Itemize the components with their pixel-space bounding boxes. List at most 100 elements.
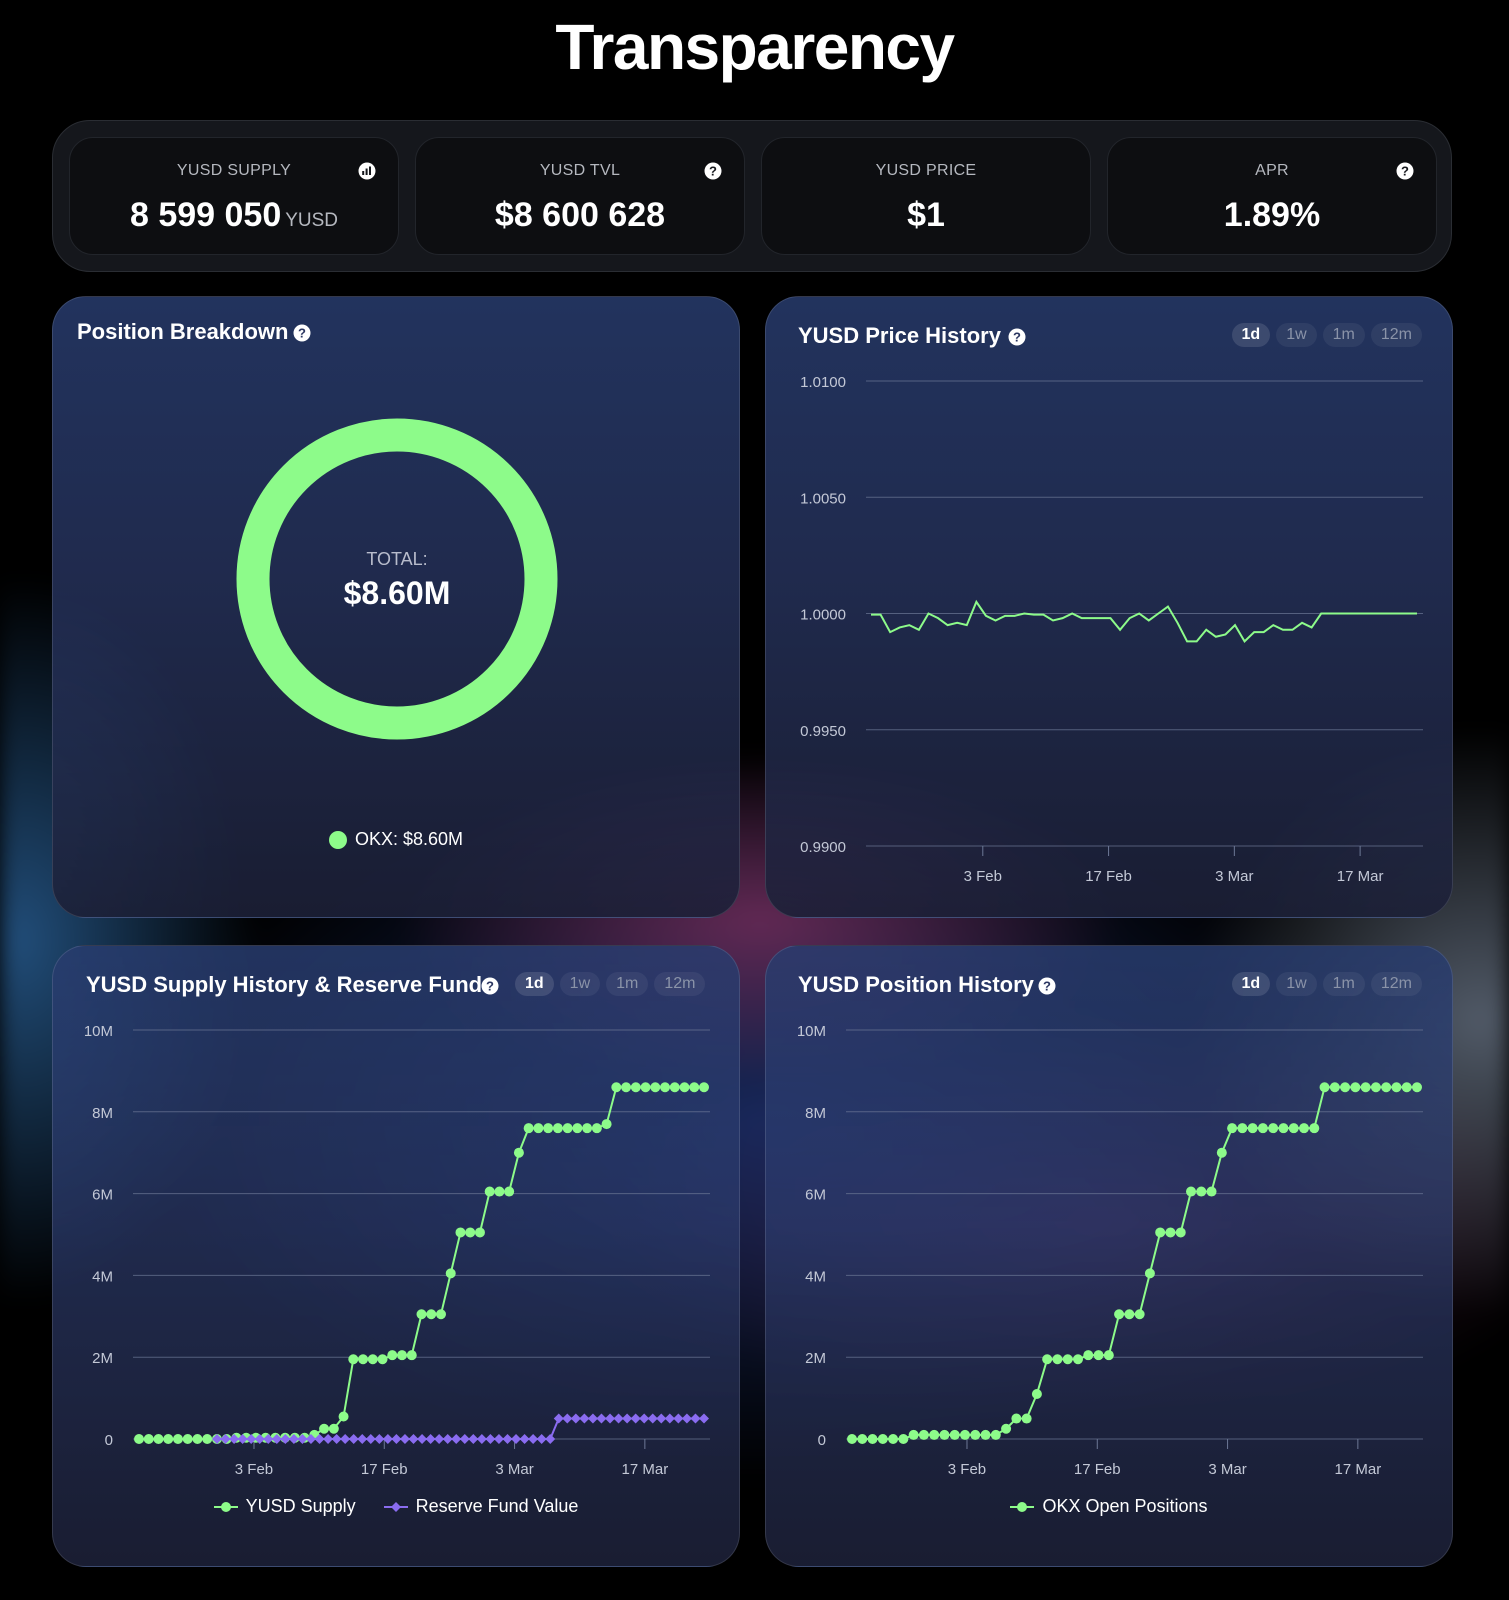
data-point [562, 1413, 573, 1424]
data-point [1257, 1123, 1268, 1134]
data-point [1001, 1423, 1012, 1434]
range-1d[interactable]: 1d [1231, 972, 1271, 996]
help-icon[interactable]: ? [1008, 328, 1026, 346]
supply-history-panel: YUSD Supply History & Reserve Fund ? 1d … [52, 945, 740, 1567]
range-1w[interactable]: 1w [1276, 323, 1317, 347]
data-point [143, 1434, 154, 1444]
range-1m[interactable]: 1m [606, 972, 649, 996]
range-1m[interactable]: 1m [1322, 972, 1365, 996]
data-point [365, 1434, 376, 1444]
data-point [485, 1434, 496, 1444]
legend-item-okx-positions[interactable]: OKX Open Positions [1010, 1496, 1208, 1517]
data-point [442, 1434, 453, 1444]
data-point [451, 1434, 462, 1444]
help-icon[interactable]: ? [1396, 162, 1414, 180]
data-point [1288, 1123, 1299, 1134]
help-icon[interactable]: ? [481, 977, 499, 995]
data-point [1186, 1186, 1196, 1197]
range-1m[interactable]: 1m [1322, 323, 1365, 347]
chart-icon[interactable] [358, 162, 376, 180]
range-12m[interactable]: 12m [1370, 323, 1422, 347]
data-point [591, 1123, 602, 1134]
data-point [314, 1434, 325, 1444]
help-icon[interactable]: ? [1038, 977, 1056, 995]
panel-title: YUSD Position History [798, 972, 1034, 997]
panel-title: YUSD Supply History & Reserve Fund [86, 972, 483, 997]
data-point [263, 1434, 274, 1444]
data-point [664, 1413, 675, 1424]
data-point [494, 1186, 505, 1197]
data-point [1155, 1227, 1166, 1238]
data-point [163, 1434, 174, 1444]
data-point [605, 1413, 616, 1424]
data-point [630, 1082, 641, 1093]
data-point [1021, 1413, 1032, 1424]
data-point [455, 1227, 466, 1238]
stat-label: YUSD PRICE [875, 162, 977, 179]
donut-slice-okx[interactable] [236, 418, 558, 740]
data-point [630, 1413, 641, 1424]
data-point [681, 1413, 692, 1424]
data-point [1360, 1082, 1371, 1093]
data-point [502, 1434, 513, 1444]
range-selector: 1d 1w 1m 12m [515, 972, 706, 996]
data-point [929, 1429, 940, 1440]
data-point [867, 1434, 878, 1444]
range-12m[interactable]: 12m [654, 972, 706, 996]
range-1d[interactable]: 1d [515, 972, 554, 996]
svg-text:?: ? [486, 979, 494, 994]
svg-text:?: ? [298, 326, 306, 341]
data-point [374, 1434, 385, 1444]
data-point [908, 1429, 919, 1440]
price-chart: 1.0100 1.0050 1.0000 0.9950 0.9900 3 Feb 17 Fe… [800, 374, 1423, 885]
range-1d[interactable]: 1d [1231, 323, 1271, 347]
data-point [918, 1429, 929, 1440]
data-point [426, 1309, 437, 1320]
data-point [673, 1413, 684, 1424]
data-point [338, 1411, 349, 1422]
y-tick-label: 1.0000 [800, 607, 846, 624]
data-point [1216, 1147, 1227, 1158]
data-point [391, 1434, 402, 1444]
legend-item-reserve[interactable]: Reserve Fund Value [383, 1496, 578, 1517]
x-tick-label: 17 Feb [1085, 868, 1132, 885]
data-point [888, 1434, 899, 1444]
data-point [970, 1429, 981, 1440]
data-point [622, 1413, 633, 1424]
range-1w[interactable]: 1w [559, 972, 601, 996]
data-point [202, 1434, 213, 1444]
range-12m[interactable]: 12m [1370, 972, 1422, 996]
y-tick-label: 0.9900 [800, 839, 846, 856]
range-selector: 1d 1w 1m 12m [1231, 972, 1422, 996]
data-point [192, 1434, 203, 1444]
data-point [445, 1268, 456, 1279]
data-point [1103, 1350, 1114, 1361]
data-point [382, 1434, 393, 1444]
stat-card-tvl: YUSD TVL $8 600 628 ? [415, 137, 745, 255]
data-point [960, 1429, 970, 1440]
data-point [340, 1434, 351, 1444]
data-point [1206, 1186, 1217, 1197]
range-1w[interactable]: 1w [1276, 972, 1317, 996]
data-point [1268, 1123, 1279, 1134]
data-point [328, 1423, 339, 1434]
data-point [519, 1434, 530, 1444]
legend-item-supply[interactable]: YUSD Supply [213, 1496, 356, 1517]
stat-label: APR [1255, 162, 1289, 179]
series-line [139, 1086, 704, 1440]
series-line [871, 599, 1417, 644]
data-point [417, 1434, 428, 1444]
y-tick-label: 8M [805, 1105, 826, 1122]
help-icon[interactable]: ? [704, 162, 722, 180]
help-icon[interactable]: ? [293, 324, 311, 342]
y-tick-label: 0 [105, 1432, 113, 1449]
x-tick-label: 3 Feb [235, 1461, 273, 1478]
range-selector: 1d 1w 1m 12m [1231, 323, 1422, 347]
data-point [416, 1309, 427, 1320]
data-point [528, 1434, 539, 1444]
data-point [297, 1434, 308, 1444]
data-point [319, 1423, 330, 1434]
data-point [949, 1429, 960, 1440]
data-point [1309, 1123, 1320, 1134]
legend-item-okx[interactable]: OKX: $8.60M [328, 829, 463, 850]
